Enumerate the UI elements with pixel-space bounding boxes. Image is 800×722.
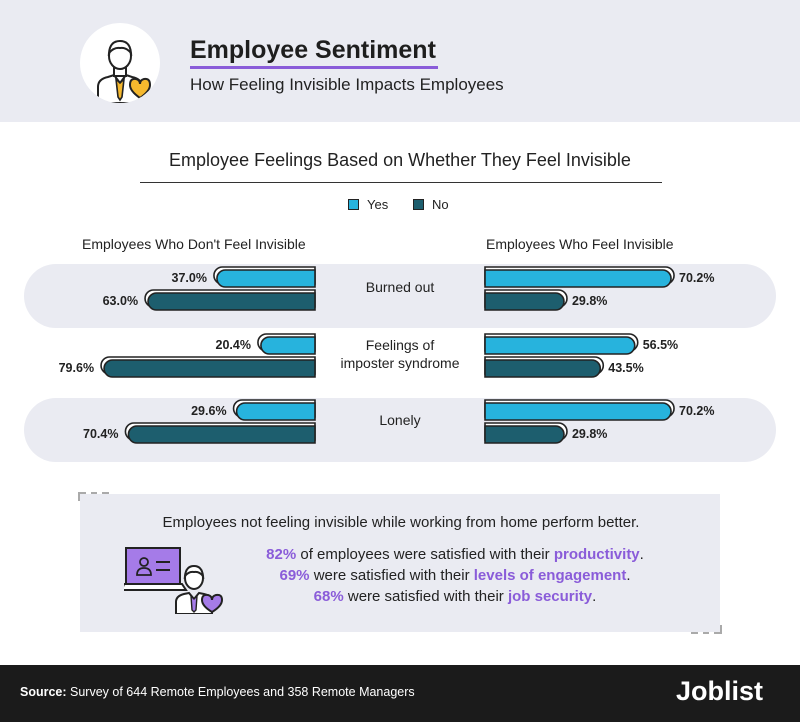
panel-title-not-invisible: Employees Who Don't Feel Invisible (82, 236, 306, 252)
category-label: Lonely (379, 412, 421, 428)
corner-decoration-bottom-right (691, 625, 722, 634)
laptop-employee-heart-icon (120, 544, 244, 615)
bar-invisible-no (484, 356, 604, 378)
info-headline: Employees not feeling invisible while wo… (162, 514, 640, 531)
info-box: Employees not feeling invisible while wo… (78, 492, 722, 634)
page-title: Employee Sentiment (190, 36, 436, 64)
legend-swatch-no (413, 199, 424, 210)
value-label-invisible-no: 29.8% (571, 427, 608, 441)
bar-invisible-no (484, 422, 568, 444)
legend-label-no: No (432, 197, 449, 212)
value-label-not-invisible-no: 70.4% (83, 427, 119, 441)
header-banner: Employee Sentiment How Feeling Invisible… (0, 0, 800, 122)
bar-not-invisible-yes (232, 399, 316, 421)
bar-invisible-yes (484, 333, 639, 355)
corner-decoration-top-left (78, 492, 109, 501)
legend-item-yes: Yes (348, 197, 388, 212)
value-label-not-invisible-no: 63.0% (102, 294, 139, 308)
source-note: Source: Survey of 644 Remote Employees a… (20, 685, 415, 699)
employee-heart-icon (80, 23, 160, 103)
value-label-invisible-no: 43.5% (608, 361, 644, 375)
bar-invisible-yes (484, 399, 675, 421)
category-label: Feelings of imposter syndrome (340, 337, 460, 371)
chart-title-rule (140, 182, 662, 183)
value-label-invisible-no: 29.8% (571, 294, 608, 308)
bar-invisible-no (484, 289, 568, 311)
value-label-invisible-yes: 70.2% (679, 404, 715, 418)
legend-swatch-yes (348, 199, 359, 210)
value-label-not-invisible-yes: 20.4% (215, 338, 251, 352)
bar-not-invisible-no (144, 289, 316, 311)
title-underline (190, 66, 438, 69)
bar-not-invisible-no (124, 422, 316, 444)
value-label-invisible-yes: 56.5% (642, 338, 679, 352)
bar-not-invisible-yes (213, 266, 316, 288)
chart-title: Employee Feelings Based on Whether They … (169, 150, 631, 170)
value-label-not-invisible-no: 79.6% (58, 361, 95, 375)
info-stat-line: 82% of employees were satisfied with the… (266, 546, 644, 563)
value-label-not-invisible-yes: 29.6% (191, 404, 227, 418)
legend-label-yes: Yes (367, 197, 389, 212)
panel-title-invisible: Employees Who Feel Invisible (486, 236, 674, 252)
bar-invisible-yes (484, 266, 675, 288)
legend-item-no: No (413, 197, 449, 212)
legend: Yes No (0, 197, 800, 213)
page-subtitle: How Feeling Invisible Impacts Employees (190, 75, 504, 94)
info-stat-line: 68% were satisfied with their job securi… (313, 588, 597, 605)
info-stats: 82% of employees were satisfied with the… (230, 544, 680, 607)
value-label-invisible-yes: 70.2% (679, 271, 715, 285)
footer: Source: Survey of 644 Remote Employees a… (0, 665, 800, 722)
bar-not-invisible-no (100, 356, 316, 378)
value-label-not-invisible-yes: 37.0% (171, 271, 207, 285)
bar-not-invisible-yes (257, 333, 316, 355)
category-label: Burned out (365, 279, 435, 295)
joblist-logo: Joblist (676, 676, 764, 706)
info-stat-line: 69% were satisfied with their levels of … (279, 567, 631, 584)
